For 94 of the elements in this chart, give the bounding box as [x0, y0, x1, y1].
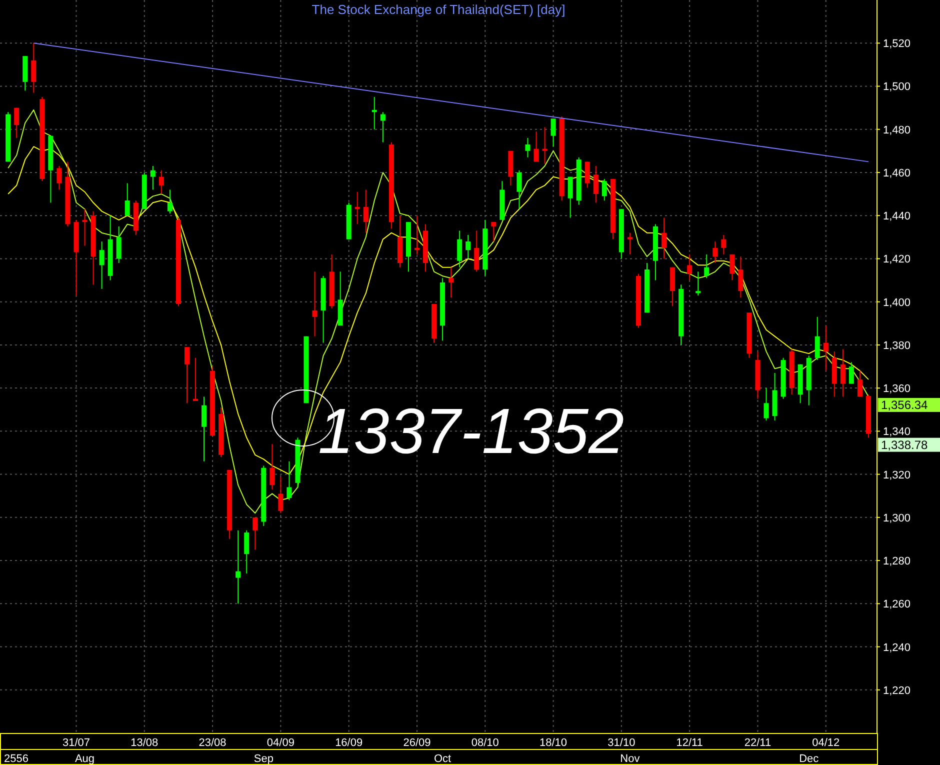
y-tick-label: 1,240 [883, 642, 911, 654]
candlestick [202, 396, 207, 462]
x-tick-label: 04/12 [812, 737, 840, 749]
y-tick-label: 1,500 [883, 81, 911, 94]
candlestick [380, 112, 386, 143]
x-tick-label: 26/09 [403, 737, 431, 749]
y-tick-label: 1,460 [883, 167, 911, 180]
candlestick [696, 271, 701, 296]
y-tick-label: 1,420 [883, 254, 911, 266]
candlestick [491, 222, 496, 242]
candlestick [448, 266, 454, 298]
candlestick [158, 170, 164, 195]
candlestick [56, 166, 62, 190]
text: 1,356.34 [881, 398, 928, 412]
candlestick [857, 370, 862, 398]
y-tick-label: 1,360 [883, 383, 911, 396]
candlestick [602, 178, 607, 201]
candlestick [167, 189, 172, 214]
candlestick [662, 217, 667, 260]
candlestick [270, 444, 275, 490]
candlestick [252, 516, 258, 550]
candlestick [704, 254, 710, 279]
y-tick-label: 1,220 [883, 684, 911, 697]
candlestick [840, 348, 846, 398]
candlestick [814, 316, 820, 361]
candlestick [534, 131, 539, 162]
candlestick [124, 182, 130, 216]
candlestick [593, 166, 598, 204]
x-tick-label: Nov [620, 753, 640, 765]
y-tick-label: 1,380 [883, 340, 911, 352]
candlestick [823, 325, 828, 372]
candlestick [848, 362, 854, 384]
y-tick-label: 1,340 [883, 426, 911, 438]
x-tick-label: 31/10 [608, 737, 636, 749]
candlestick [236, 530, 241, 604]
candlestick [312, 271, 318, 337]
candlestick [116, 226, 122, 264]
x-tick-label: 22/11 [744, 737, 772, 749]
candlestick [286, 460, 292, 501]
x-tick-label: 08/10 [471, 737, 499, 749]
x-tick-label: 13/08 [130, 737, 158, 749]
candlestick [550, 118, 556, 148]
y-tick-label: 1,260 [883, 598, 911, 611]
candlestick [764, 388, 769, 421]
chart-title: The Stock Exchange of Thailand(SET) [day] [312, 2, 566, 17]
y-tick-label: 1,300 [883, 512, 911, 524]
x-tick-label: 16/09 [335, 737, 363, 749]
candlestick [363, 189, 368, 234]
candlestick [244, 530, 250, 574]
annotation: 1337-1352 [318, 395, 624, 467]
text: 2556 [4, 753, 28, 765]
x-tick-label: Aug [74, 753, 95, 765]
y-tick-label: 1,440 [883, 210, 911, 223]
candlestick [738, 256, 744, 298]
candlestick [466, 234, 471, 260]
x-tick-label: 23/08 [198, 737, 226, 749]
y-tick-label: 1,480 [883, 124, 911, 136]
candlestick [525, 137, 530, 158]
candlestick [687, 254, 692, 281]
candlestick [193, 357, 198, 402]
candlestick [99, 240, 104, 290]
candlestick [457, 230, 462, 268]
x-tick-label: 31/07 [62, 737, 90, 749]
x-tick-label: Dec [799, 753, 820, 765]
x-tick-label: 18/10 [540, 737, 568, 749]
candlestick [721, 234, 726, 255]
candlestick [730, 254, 735, 281]
candlestick [712, 240, 718, 264]
candlestick [150, 166, 156, 190]
candlestick [670, 266, 676, 307]
candlestick [584, 161, 590, 188]
candlestick [627, 232, 632, 255]
candlestick [414, 215, 420, 255]
candlestick [354, 191, 360, 225]
candlestick [82, 208, 88, 246]
candlestick [31, 42, 36, 94]
candlestick [516, 170, 522, 210]
candlestick [542, 126, 548, 164]
candlestick [184, 346, 190, 404]
line-series [8, 146, 869, 475]
y-tick-label: 1,280 [883, 556, 911, 568]
x-tick-label: 04/09 [266, 737, 294, 749]
candlestick [568, 176, 573, 218]
candlestick [14, 107, 20, 138]
y-tick-label: 1,520 [883, 38, 911, 50]
x-tick-label: Sep [254, 753, 274, 765]
candlestick [474, 230, 480, 272]
x-tick-label: 12/11 [676, 737, 703, 749]
text: 1,338.78 [881, 438, 928, 452]
candlestick [278, 476, 284, 514]
y-tick-label: 1,400 [883, 296, 911, 309]
x-tick-label: Oct [434, 753, 452, 765]
y-tick-label: 1,320 [883, 469, 911, 482]
candlestick [372, 96, 377, 130]
